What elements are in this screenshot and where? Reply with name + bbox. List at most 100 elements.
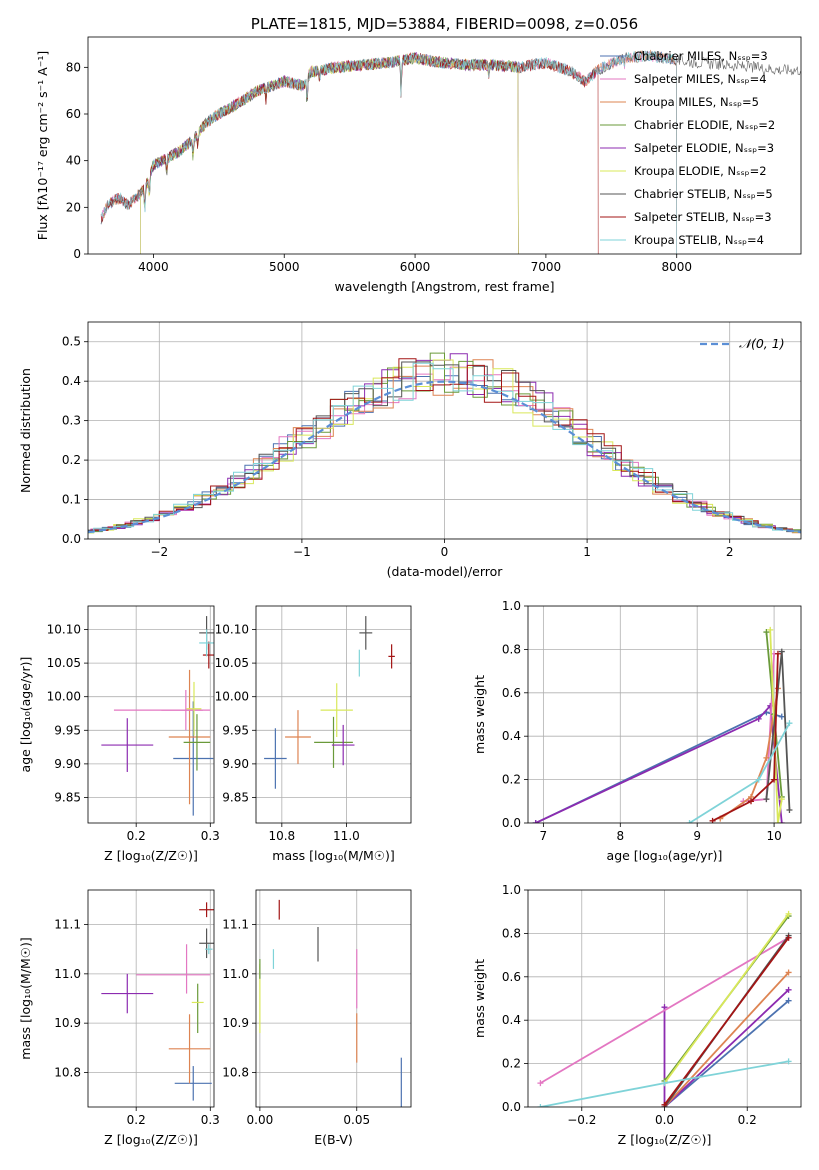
weight_vs_Z-ytick-label: 0.4 [502, 1013, 521, 1027]
spectrum-ytick-label: 0 [73, 247, 81, 261]
spectrum-series-line [140, 53, 519, 254]
weight_vs_age-series-marker [763, 754, 770, 761]
spectrum-title: PLATE=1815, MJD=53884, FIBERID=0098, z=0… [251, 15, 638, 33]
age_vs_mass-plot-area [256, 606, 411, 823]
age_vs_mass-ytick-label: 9.95 [222, 723, 249, 737]
spectrum-legend-entry: Chabrier STELIB, Nₛₛₚ=5 [634, 187, 773, 201]
spectrum-xtick-label: 4000 [138, 260, 169, 274]
mass_vs_EBV-ytick-label: 11.0 [222, 967, 249, 981]
mass_vs_Z-xtick-label: 0.2 [127, 1113, 146, 1127]
age_vs_Z-xtick-label: 0.2 [127, 829, 146, 843]
spectrum-series-line [100, 50, 677, 254]
weight_vs_age-series-marker [778, 796, 785, 803]
residuals-ylabel: Normed distribution [18, 368, 33, 493]
weight_vs_age-series-marker [786, 806, 793, 813]
spectrum-xlabel: wavelength [Angstrom, rest frame] [334, 279, 554, 294]
spectrum-plot-area [100, 49, 801, 254]
weight_vs_age-ytick-label: 0.8 [502, 642, 521, 656]
weight_vs_Z-plot-area [528, 890, 801, 1107]
age_vs_Z-xtick-label: 0.3 [201, 829, 220, 843]
mass_vs_Z-xlabel: Z [log₁₀(Z/Z☉)] [104, 1132, 198, 1147]
residuals-ytick-label: 0.2 [62, 453, 81, 467]
weight_vs_age-plot-area [528, 606, 801, 823]
spectrum-legend-entry: Kroupa STELIB, Nₛₛₚ=4 [634, 233, 764, 247]
age_vs_Z-xlabel: Z [log₁₀(Z/Z☉)] [104, 848, 198, 863]
age_vs_Z-ytick-label: 9.90 [54, 757, 81, 771]
mass_vs_EBV-xtick-label: 0.00 [247, 1113, 274, 1127]
weight_vs_Z-series-marker [537, 1104, 544, 1107]
weight_vs_age-series-marker [774, 650, 781, 657]
age_vs_mass-xlabel: mass [log₁₀(M/M☉)] [272, 848, 394, 863]
mass_vs_Z-ytick-label: 10.8 [54, 1065, 81, 1079]
age_vs_Z-ytick-label: 10.00 [47, 690, 81, 704]
age_vs_Z-ytick-label: 10.05 [47, 656, 81, 670]
mass_vs_EBV-xlabel: E(B-V) [314, 1132, 353, 1147]
spectrum-panel [84, 36, 802, 258]
weight_vs_Z-series-line [663, 971, 790, 1107]
weight_vs_Z-xtick-label: 0.0 [655, 1113, 674, 1127]
spectrum-frame [87, 36, 802, 255]
weight_vs_Z-series-marker [661, 1080, 668, 1087]
spectrum-legend-entry: Salpeter STELIB, Nₛₛₚ=3 [634, 210, 772, 224]
residuals-xtick-label: 1 [583, 545, 591, 559]
spectrum-legend-entry: Salpeter MILES, Nₛₛₚ=4 [634, 72, 767, 86]
mass_vs_Z-ytick-label: 11.1 [54, 918, 81, 932]
residuals-xtick-label: 2 [726, 545, 734, 559]
mass_vs_Z-ytick-label: 11.0 [54, 967, 81, 981]
spectrum-series-line [100, 50, 801, 225]
mass_vs_EBV-ytick-label: 10.9 [222, 1016, 249, 1030]
age_vs_Z-frame [87, 605, 215, 824]
weight_vs_Z-series-line [663, 913, 790, 1084]
mass_vs_EBV-panel [252, 889, 412, 1111]
residuals-frame [87, 321, 802, 540]
mass_vs_Z-ylabel: mass [log₁₀(M/M☉)] [18, 937, 33, 1059]
age_vs_mass-ytick-label: 10.05 [215, 656, 249, 670]
spectrum-series-line [140, 52, 519, 254]
weight_vs_Z-panel [524, 889, 802, 1111]
weight_vs_Z-ytick-label: 1.0 [502, 883, 521, 897]
weight_vs_Z-ylabel: mass weight [472, 959, 487, 1038]
mass_vs_Z-frame [87, 889, 215, 1108]
spectrum-series-line [100, 52, 599, 254]
residuals-ytick-label: 0.3 [62, 414, 81, 428]
residual-histogram [88, 358, 801, 533]
age_vs_Z-ytick-label: 9.95 [54, 723, 81, 737]
residual-histogram [88, 361, 801, 534]
weight_vs_age-xtick-label: 10 [766, 829, 781, 843]
weight_vs_Z-xtick-label: 0.2 [738, 1113, 757, 1127]
weight_vs_age-series-marker [755, 715, 762, 722]
mass_vs_EBV-ytick-label: 10.8 [222, 1065, 249, 1079]
age_vs_mass-frame [255, 605, 412, 824]
weight_vs_Z-series-marker [661, 1004, 668, 1011]
weight_vs_age-xlabel: age [log₁₀(age/yr)] [607, 848, 723, 863]
weight_vs_age-series-marker [748, 798, 755, 805]
spectrum-legend-entry: Kroupa MILES, Nₛₛₚ=5 [634, 95, 759, 109]
age_vs_mass-ytick-label: 9.85 [222, 790, 249, 804]
residuals-ytick-label: 0.1 [62, 493, 81, 507]
spectrum-xtick-label: 7000 [531, 260, 562, 274]
residuals-xtick-label: 0 [441, 545, 449, 559]
spectrum-xtick-label: 8000 [661, 260, 692, 274]
spectrum-legend-entry: Chabrier ELODIE, Nₛₛₚ=2 [634, 118, 775, 132]
weight_vs_age-frame [527, 605, 802, 824]
mass_vs_EBV-xtick-label: 0.05 [343, 1113, 370, 1127]
weight_vs_age-series-marker [763, 629, 770, 636]
residuals-xtick-label: −1 [293, 545, 311, 559]
weight_vs_Z-ytick-label: 0.0 [502, 1100, 521, 1114]
weight_vs_Z-series-line [663, 937, 790, 1106]
weight_vs_age-ytick-label: 0.2 [502, 773, 521, 787]
weight_vs_Z-series-marker [785, 934, 792, 941]
weight_vs_Z-series-marker [785, 910, 792, 917]
mass_vs_Z-panel [84, 889, 215, 1111]
age_vs_mass-xtick-label: 11.0 [333, 829, 360, 843]
weight_vs_age-series-marker [686, 820, 693, 823]
spectrum-ytick-label: 40 [66, 154, 81, 168]
weight_vs_Z-series-line [663, 1000, 790, 1107]
weight_vs_age-xtick-label: 9 [693, 829, 701, 843]
weight_vs_age-xtick-label: 7 [540, 829, 548, 843]
spectrum-series-line [100, 51, 677, 254]
weight_vs_age-series-marker [786, 720, 793, 727]
spectrum-xtick-label: 6000 [400, 260, 431, 274]
age_vs_mass-ytick-label: 9.90 [222, 757, 249, 771]
